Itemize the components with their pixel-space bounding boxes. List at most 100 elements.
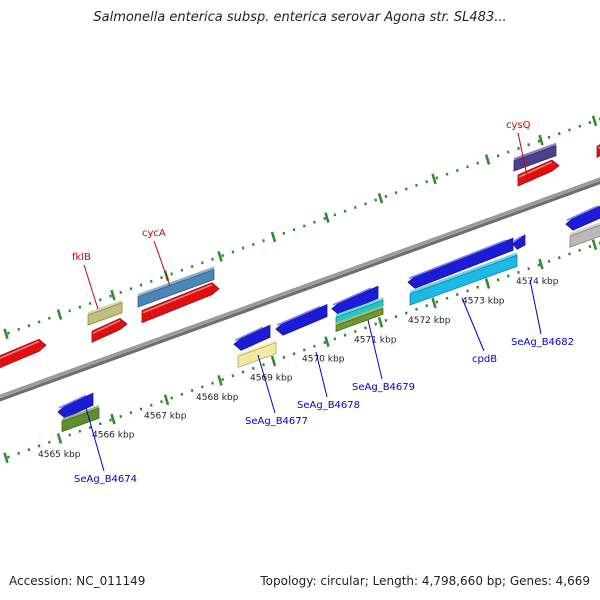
forward-major-tick	[217, 251, 223, 262]
reverse-major-tick	[270, 355, 277, 367]
kbp-tick-label: 4571 kbp	[354, 336, 397, 346]
gene-box-SeAg_B4679-top	[336, 305, 383, 326]
reverse-minor-tick	[455, 293, 459, 297]
gene-label-fklB: fklB	[72, 252, 91, 263]
reverse-minor-tick	[302, 348, 306, 352]
reverse-minor-tick	[353, 329, 357, 334]
reverse-minor-tick	[466, 289, 469, 293]
forward-minor-tick	[262, 239, 265, 243]
forward-minor-tick	[282, 231, 286, 235]
genome-summary-text: Topology: circular; Length: 4,798,660 bp…	[260, 574, 590, 588]
forward-minor-tick	[435, 176, 439, 180]
reverse-gene-arrow-highlight	[234, 326, 264, 342]
forward-minor-tick	[506, 150, 510, 154]
gene-label-SeAg_B4678: SeAg_B4678	[297, 400, 360, 411]
reverse-minor-tick	[78, 429, 82, 433]
reverse-gene-arrow-highlight	[566, 205, 599, 221]
reverse-minor-tick	[476, 285, 480, 289]
forward-minor-tick	[190, 265, 194, 269]
forward-minor-tick	[37, 320, 41, 324]
reverse-minor-tick	[425, 304, 429, 308]
forward-minor-tick	[445, 172, 449, 176]
sequence-backbone	[0, 177, 600, 398]
gene-box-cpdB	[409, 254, 518, 306]
reverse-minor-tick	[251, 366, 255, 370]
reverse-minor-tick	[568, 252, 571, 256]
reverse-minor-tick	[231, 374, 235, 378]
reverse-gene-arrow-highlight	[276, 305, 321, 326]
accession-text: Accession: NC_011149	[9, 574, 146, 588]
reverse-minor-tick	[170, 396, 174, 400]
forward-minor-tick	[170, 272, 174, 276]
gene-box-SeAg_B4682-top	[570, 222, 600, 237]
forward-minor-tick	[568, 128, 571, 132]
forward-gene-arrow	[0, 338, 47, 369]
forward-minor-tick	[496, 154, 500, 158]
kbp-tick-label: 4573 kbp	[462, 297, 505, 307]
label-layer: 4565 kbp 4566 kbp 4567 kbp 4568 kbp 4569 kbp…	[38, 120, 574, 485]
forward-minor-tick	[323, 217, 327, 221]
gene-box-cycA-top	[138, 266, 214, 298]
gene-leader-line	[153, 240, 171, 287]
reverse-minor-tick	[394, 315, 398, 319]
gene-box-cyan-top	[336, 297, 383, 318]
reverse-minor-tick	[262, 363, 265, 367]
forward-minor-tick	[129, 287, 133, 291]
kbp-tick-label: 4566 kbp	[92, 430, 135, 440]
reverse-gene-arrow	[57, 392, 94, 419]
gene-box-SeAg_B4674	[61, 407, 100, 433]
reverse-minor-tick	[119, 414, 123, 418]
reverse-minor-tick	[374, 322, 378, 326]
reverse-minor-tick	[109, 418, 112, 422]
reverse-gene-arrow	[275, 303, 328, 336]
reverse-minor-tick	[221, 377, 225, 382]
forward-minor-tick	[47, 316, 51, 320]
gene-leader-line	[517, 132, 529, 181]
reverse-major-tick	[163, 394, 170, 406]
reverse-minor-tick	[139, 407, 143, 411]
forward-minor-tick	[557, 132, 561, 136]
forward-minor-tick	[68, 309, 72, 313]
forward-minor-tick	[17, 327, 21, 331]
gene-box-cpdB-top	[410, 252, 517, 295]
kbp-tick-label: 4567 kbp	[144, 412, 187, 422]
reverse-minor-tick	[384, 318, 388, 322]
reverse-minor-tick	[333, 337, 337, 341]
reverse-minor-tick	[211, 381, 214, 385]
gene-box-cysQ-top	[514, 142, 556, 161]
forward-gene-arrow-highlight	[597, 146, 600, 150]
reverse-major-tick	[110, 413, 116, 425]
reverse-minor-tick	[445, 296, 449, 300]
reverse-major-tick	[431, 297, 437, 309]
forward-minor-tick	[425, 180, 429, 184]
gene-box-fklB-top	[88, 299, 122, 316]
backbone-layer	[0, 177, 600, 402]
forward-minor-tick	[537, 139, 541, 143]
reverse-minor-tick	[200, 385, 204, 389]
reverse-minor-tick	[282, 355, 286, 359]
forward-minor-tick	[251, 242, 255, 246]
forward-major-tick	[270, 231, 277, 243]
reverse-minor-tick	[149, 403, 153, 407]
reverse-minor-tick	[364, 326, 367, 330]
reverse-major-tick	[538, 258, 544, 270]
gene-leader-line	[315, 351, 328, 398]
gene-label-SeAg_B4677: SeAg_B4677	[245, 416, 308, 427]
gene-label-SeAg_B4674: SeAg_B4674	[74, 474, 137, 485]
kbp-tick-label: 4565 kbp	[38, 450, 81, 460]
organism-title: Salmonella enterica subsp. enterica sero…	[93, 10, 507, 25]
forward-gene-arrow-highlight	[142, 283, 213, 314]
reverse-minor-tick	[241, 370, 245, 374]
forward-minor-tick	[353, 205, 357, 210]
reverse-major-tick	[377, 316, 384, 328]
forward-major-tick	[377, 192, 384, 204]
reverse-minor-tick	[517, 270, 520, 274]
reverse-major-tick	[324, 336, 330, 347]
forward-minor-tick	[343, 209, 347, 213]
forward-minor-tick	[466, 165, 469, 169]
gene-label-SeAg_B4682: SeAg_B4682	[511, 337, 574, 348]
kbp-tick-label: 4574 kbp	[516, 277, 559, 287]
forward-minor-tick	[333, 213, 337, 217]
reverse-minor-tick	[88, 425, 92, 430]
